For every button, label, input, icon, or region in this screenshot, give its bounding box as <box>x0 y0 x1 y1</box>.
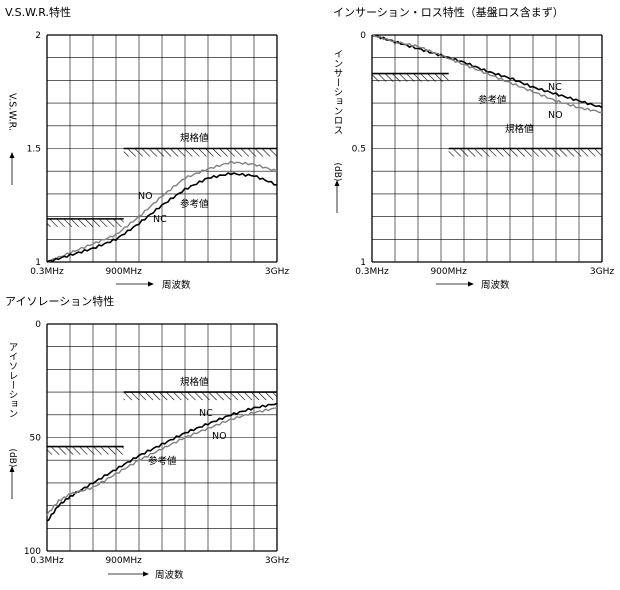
series-line-no <box>46 160 278 263</box>
chart-title: インサーション・ロス特性（基盤ロス含まず） <box>333 5 564 19</box>
spec-limit-hatch <box>123 392 278 401</box>
y-axis-arrowhead <box>9 466 15 472</box>
y-tick-label: 50 <box>30 434 42 444</box>
y-axis-arrowhead <box>334 180 340 186</box>
x-tick-label: 900MHz <box>105 556 142 566</box>
spec-label: 規格値 <box>505 123 534 135</box>
y-tick-label: 1.5 <box>27 145 41 155</box>
reference-label: 参考値 <box>478 94 507 106</box>
series-label: NC <box>199 408 213 419</box>
x-axis-title: 周波数 <box>162 279 191 291</box>
chart-title: アイソレーション特性 <box>5 294 114 308</box>
x-tick-label: 3GHz <box>590 267 614 277</box>
series-label: NO <box>138 191 153 202</box>
y-axis-arrowhead <box>9 152 15 158</box>
x-tick-label: 3GHz <box>265 267 289 277</box>
spec-label: 規格値 <box>180 132 209 144</box>
insertion-loss-chart: インサーション・ロス特性（基盤ロス含まず） 0 0.5 10.3MHz 900MHz 3G… <box>332 5 615 291</box>
y-tick-label: 0 <box>360 31 366 41</box>
series-line-no <box>371 33 603 114</box>
y-tick-label: 100 <box>24 547 41 557</box>
series-label: NO <box>212 431 227 442</box>
series-line-nc <box>46 172 277 263</box>
spec-limit-hatch <box>47 218 124 227</box>
y-tick-label: 1 <box>35 258 41 268</box>
x-tick-label: 900MHz <box>105 267 142 277</box>
y-tick-label: 0.5 <box>352 145 366 155</box>
y-tick-label: 0 <box>35 320 41 330</box>
y-tick-label: 1 <box>360 258 366 268</box>
y-axis-title: V.S.W.R. <box>7 93 18 131</box>
y-axis-title: アイソレーション <box>7 342 19 418</box>
series-label: NO <box>548 110 563 121</box>
spec-limit-hatch <box>47 446 124 455</box>
vswr-chart: V.S.W.R.特性 1 1.5 2 0.3MHz 900MHz 3GHz 周波数 V.S.W.… <box>5 5 289 291</box>
y-axis-title: インサーションロス <box>332 49 344 135</box>
series-label: NC <box>153 214 167 225</box>
x-axis-arrowhead <box>148 281 154 287</box>
x-tick-label: 0.3MHz <box>30 267 64 277</box>
reference-label: 参考値 <box>180 198 209 210</box>
chart-title: V.S.W.R.特性 <box>5 5 71 19</box>
spec-limit-hatch <box>372 73 449 82</box>
x-tick-label: 900MHz <box>430 267 467 277</box>
x-tick-label: 0.3MHz <box>355 267 389 277</box>
x-axis-arrowhead <box>468 281 474 287</box>
spec-limit-hatch <box>123 148 278 157</box>
series-line-no <box>46 407 278 516</box>
reference-label: 参考値 <box>148 455 177 467</box>
x-axis-title: 周波数 <box>481 279 510 291</box>
spec-label: 規格値 <box>180 376 209 388</box>
x-axis-arrowhead <box>143 571 149 577</box>
series-label: NC <box>548 82 562 93</box>
spec-limit-hatch <box>448 148 602 157</box>
x-tick-label: 0.3MHz <box>30 556 64 566</box>
y-axis-unit: (dB) <box>332 163 342 182</box>
x-axis-title: 周波数 <box>155 569 184 581</box>
y-tick-label: 2 <box>35 31 41 41</box>
x-tick-label: 3GHz <box>265 556 289 566</box>
y-axis-unit: (dB) <box>7 449 17 468</box>
series-line-nc <box>46 402 278 522</box>
